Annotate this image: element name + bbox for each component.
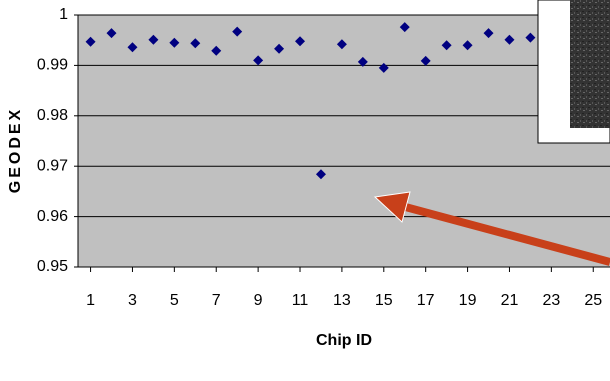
chart: Chip ID GEODEX 0.950.960.970.980.9911357… (0, 0, 610, 381)
x-tick-label: 19 (459, 292, 477, 309)
x-tick-label: 5 (170, 292, 179, 309)
x-tick-label: 21 (501, 292, 519, 309)
y-tick-label: 0.97 (37, 157, 68, 174)
x-tick-label: 23 (542, 292, 560, 309)
y-tick-label: 0.96 (37, 208, 68, 225)
x-tick-label: 17 (417, 292, 435, 309)
x-tick-label: 9 (254, 292, 263, 309)
x-tick-label: 11 (292, 292, 309, 309)
x-tick-label: 13 (333, 292, 351, 309)
x-tick-label: 15 (375, 292, 393, 309)
y-tick-label: 0.98 (37, 107, 68, 124)
inset-image (538, 0, 610, 143)
y-tick-label: 0.99 (37, 57, 68, 74)
y-tick-label: 1 (59, 6, 68, 23)
x-tick-label: 25 (584, 292, 602, 309)
x-tick-label: 3 (128, 292, 137, 309)
y-axis-label: GEODEX (7, 107, 24, 193)
x-tick-label: 7 (212, 292, 221, 309)
plot-area (78, 15, 610, 267)
x-axis-label: Chip ID (316, 332, 372, 349)
x-tick-label: 1 (86, 292, 95, 309)
y-tick-label: 0.95 (37, 258, 68, 275)
